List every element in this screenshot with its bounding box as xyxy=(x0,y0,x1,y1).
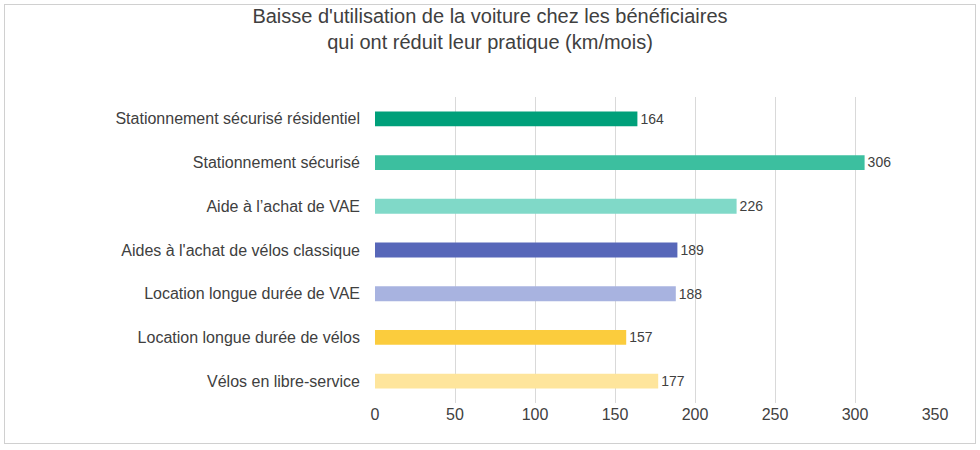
svg-text:306: 306 xyxy=(868,154,892,170)
svg-text:189: 189 xyxy=(680,242,704,258)
svg-text:Aides à l'achat de vélos class: Aides à l'achat de vélos classique xyxy=(121,242,360,259)
svg-text:150: 150 xyxy=(602,406,629,423)
svg-text:350: 350 xyxy=(922,406,949,423)
svg-text:Location longue durée de vélos: Location longue durée de vélos xyxy=(138,329,360,346)
svg-text:Stationnement sécurisé résiden: Stationnement sécurisé résidentiel xyxy=(115,110,360,127)
svg-text:188: 188 xyxy=(679,286,703,302)
svg-text:250: 250 xyxy=(762,406,789,423)
svg-text:Vélos en libre-service: Vélos en libre-service xyxy=(207,373,360,390)
svg-text:157: 157 xyxy=(629,329,653,345)
svg-text:200: 200 xyxy=(682,406,709,423)
svg-text:Aide à l’achat de VAE: Aide à l’achat de VAE xyxy=(206,198,360,215)
svg-text:Location longue durée de VAE: Location longue durée de VAE xyxy=(144,285,360,302)
svg-text:300: 300 xyxy=(842,406,869,423)
svg-text:100: 100 xyxy=(522,406,549,423)
svg-text:164: 164 xyxy=(640,111,664,127)
svg-text:177: 177 xyxy=(661,373,685,389)
svg-text:Stationnement sécurisé: Stationnement sécurisé xyxy=(193,154,360,171)
svg-text:Baisse d'utilisation de la voi: Baisse d'utilisation de la voiture chez … xyxy=(252,5,727,53)
svg-text:226: 226 xyxy=(740,198,764,214)
svg-text:50: 50 xyxy=(446,406,464,423)
svg-text:0: 0 xyxy=(371,406,380,423)
